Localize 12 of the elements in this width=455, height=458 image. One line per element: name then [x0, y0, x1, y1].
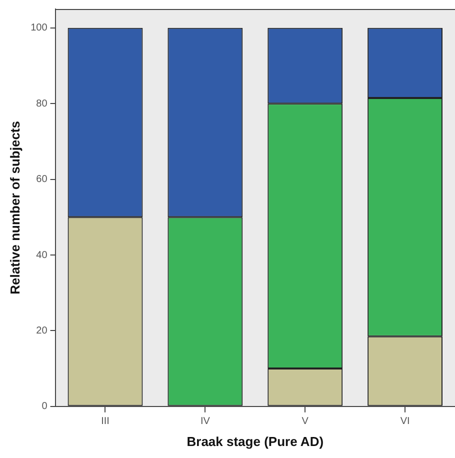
y-tick-label: 60 [36, 174, 48, 186]
y-tick-label: 100 [30, 22, 48, 34]
x-tick-label: V [302, 416, 309, 428]
x-tick-label: III [101, 416, 110, 428]
y-tick-label: 80 [36, 98, 48, 110]
y-tick-label: 0 [42, 401, 48, 412]
x-tick-label: IV [200, 416, 210, 428]
y-tick-label: 40 [36, 250, 48, 261]
y-axis-title: Relative number of subjects [7, 121, 22, 294]
x-axis-title: Braak stage (Pure AD) [186, 434, 324, 449]
y-tick-label: 20 [36, 325, 48, 336]
x-tick-label: VI [400, 416, 410, 428]
